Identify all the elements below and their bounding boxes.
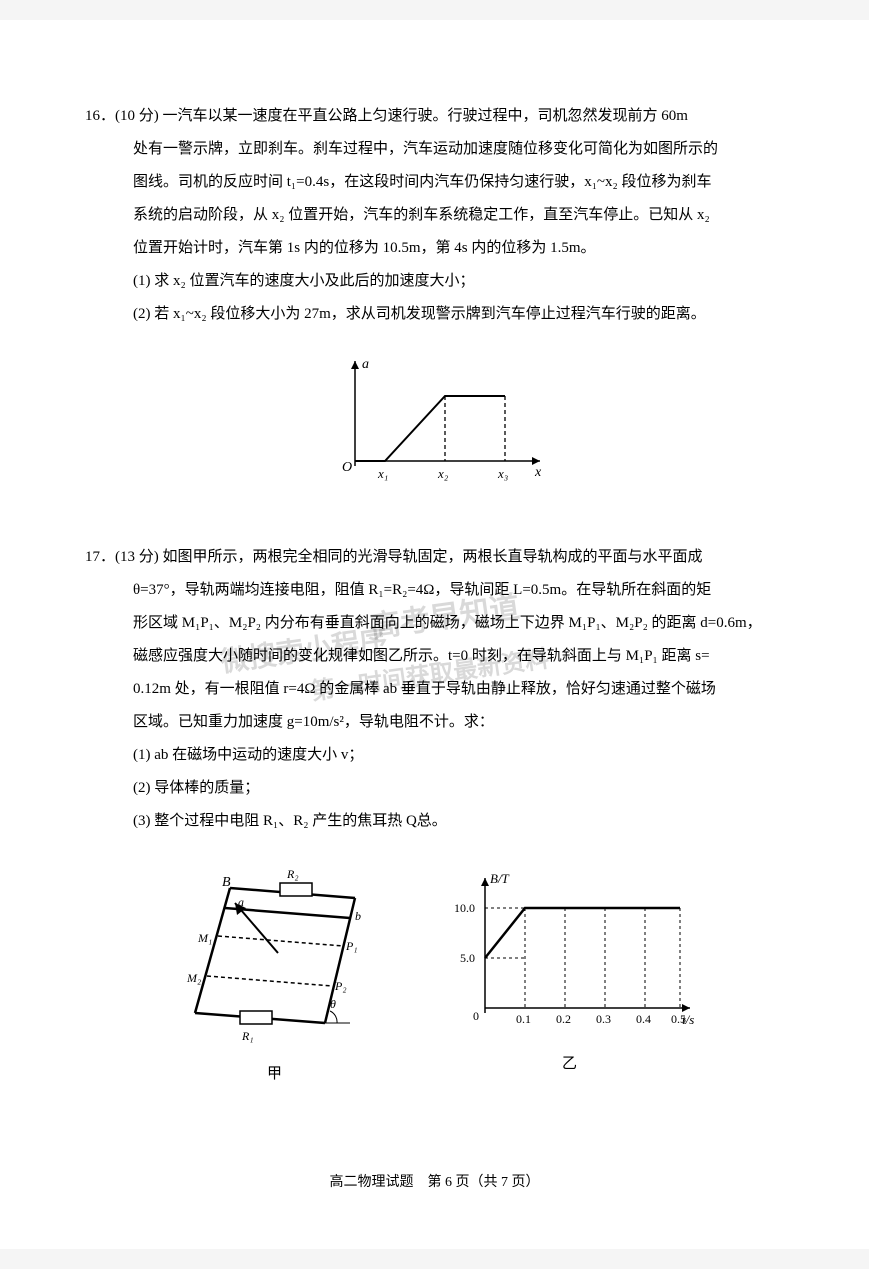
q17-b: b — [355, 909, 361, 923]
q17-P1: P₁ — [345, 939, 358, 953]
q17-R2: R₂ — [286, 868, 299, 881]
q17-sub3: (3) 整个过程中电阻 R₁、R₂ 产生的焦耳热 Q总。 — [85, 805, 784, 838]
q17-caption-right: 乙 — [562, 1048, 577, 1081]
q17-ylabel: B/T — [490, 871, 510, 886]
q16-sub2: (2) 若 x₁~x₂ 段位移大小为 27m，求从司机发现警示牌到汽车停止过程汽… — [85, 298, 784, 331]
q17-text3: 形区域 M₁P₁、M₂P₂ 内分布有垂直斜面向上的磁场，磁场上下边界 M₁P₁、… — [85, 607, 784, 640]
q17-x05: 0.5 — [671, 1012, 686, 1026]
page-footer: 高二物理试题 第 6 页（共 7 页） — [0, 1168, 869, 1199]
q17-text4: 磁感应强度大小随时间的变化规律如图乙所示。t=0 时刻，在导轨斜面上与 M₁P₁… — [85, 640, 784, 673]
q17-y10: 10.0 — [454, 901, 475, 915]
q16-origin: O — [342, 460, 352, 475]
question-16: 16．(10 分) 一汽车以某一速度在平直公路上匀速行驶。行驶过程中，司机忽然发… — [85, 100, 784, 491]
q16-x2: x₂ — [437, 466, 449, 481]
q16-points: (10 分) — [115, 108, 159, 124]
q16-chart-svg: a x O x₁ x₂ x₃ — [320, 351, 550, 491]
q16-xlabel: x — [534, 465, 542, 480]
q17-M2: M₂ — [186, 971, 201, 985]
q16-x1: x₁ — [377, 466, 388, 481]
q17-x01: 0.1 — [516, 1012, 531, 1026]
q17-x02: 0.2 — [556, 1012, 571, 1026]
q17-sub1: (1) ab 在磁场中运动的速度大小 v； — [85, 739, 784, 772]
q17-sub2: (2) 导体棒的质量； — [85, 772, 784, 805]
question-17: 17．(13 分) 如图甲所示，两根完全相同的光滑导轨固定，两根长直导轨构成的平… — [85, 541, 784, 1091]
q16-text5: 位置开始计时，汽车第 1s 内的位移为 10.5m，第 4s 内的位移为 1.5… — [85, 232, 784, 265]
exam-page: 高考早知道 微搜索小程序 第一时间获取最新资料 16．(10 分) 一汽车以某一… — [0, 20, 869, 1249]
q16-sub1: (1) 求 x₂ 位置汽车的速度大小及此后的加速度大小； — [85, 265, 784, 298]
q17-figures: R₂ R₁ a b M₁ P₁ M₂ P₂ — [85, 868, 784, 1091]
q16-number: 16． — [85, 108, 115, 124]
q16-text3: 图线。司机的反应时间 t₁=0.4s，在这段时间内汽车仍保持匀速行驶，x₁~x₂… — [85, 166, 784, 199]
q17-y5: 5.0 — [460, 951, 475, 965]
q16-text2: 处有一警示牌，立即刹车。刹车过程中，汽车运动加速度随位移变化可简化为如图所示的 — [85, 133, 784, 166]
q16-ylabel: a — [362, 357, 369, 372]
q16-line1: 16．(10 分) 一汽车以某一速度在平直公路上匀速行驶。行驶过程中，司机忽然发… — [85, 100, 784, 133]
q17-text6: 区域。已知重力加速度 g=10m/s²，导轨电阻不计。求： — [85, 706, 784, 739]
q17-x03: 0.3 — [596, 1012, 611, 1026]
q17-caption-left: 甲 — [267, 1058, 282, 1091]
q17-number: 17． — [85, 549, 115, 565]
q16-x3: x₃ — [497, 466, 508, 481]
q17-graph-svg: B/T t/s 0 10.0 5.0 0.1 0.2 0.3 0.4 0.5 — [440, 868, 700, 1038]
q17-P2: P₂ — [334, 979, 347, 993]
q17-R1: R₁ — [241, 1029, 254, 1043]
q17-origin: 0 — [473, 1009, 479, 1023]
q17-text2: θ=37°，导轨两端均连接电阻，阻值 R₁=R₂=4Ω，导轨间距 L=0.5m。… — [85, 574, 784, 607]
q17-fig-right: B/T t/s 0 10.0 5.0 0.1 0.2 0.3 0.4 0.5 乙 — [440, 868, 700, 1091]
q16-text1: 一汽车以某一速度在平直公路上匀速行驶。行驶过程中，司机忽然发现前方 60m — [163, 108, 688, 124]
q17-diagram-svg: R₂ R₁ a b M₁ P₁ M₂ P₂ — [170, 868, 380, 1048]
q17-text5: 0.12m 处，有一根阻值 r=4Ω 的金属棒 ab 垂直于导轨由静止释放，恰好… — [85, 673, 784, 706]
q17-theta: θ — [330, 997, 336, 1011]
q17-fig-left: R₂ R₁ a b M₁ P₁ M₂ P₂ — [170, 868, 380, 1091]
q16-figure: a x O x₁ x₂ x₃ — [85, 351, 784, 491]
q17-M1: M₁ — [197, 931, 212, 945]
q17-B: B — [222, 875, 231, 890]
q17-text1: 如图甲所示，两根完全相同的光滑导轨固定，两根长直导轨构成的平面与水平面成 — [163, 549, 703, 565]
q16-text4: 系统的启动阶段，从 x₂ 位置开始，汽车的刹车系统稳定工作，直至汽车停止。已知从… — [85, 199, 784, 232]
q17-line1: 17．(13 分) 如图甲所示，两根完全相同的光滑导轨固定，两根长直导轨构成的平… — [85, 541, 784, 574]
q17-x04: 0.4 — [636, 1012, 651, 1026]
q17-points: (13 分) — [115, 549, 159, 565]
